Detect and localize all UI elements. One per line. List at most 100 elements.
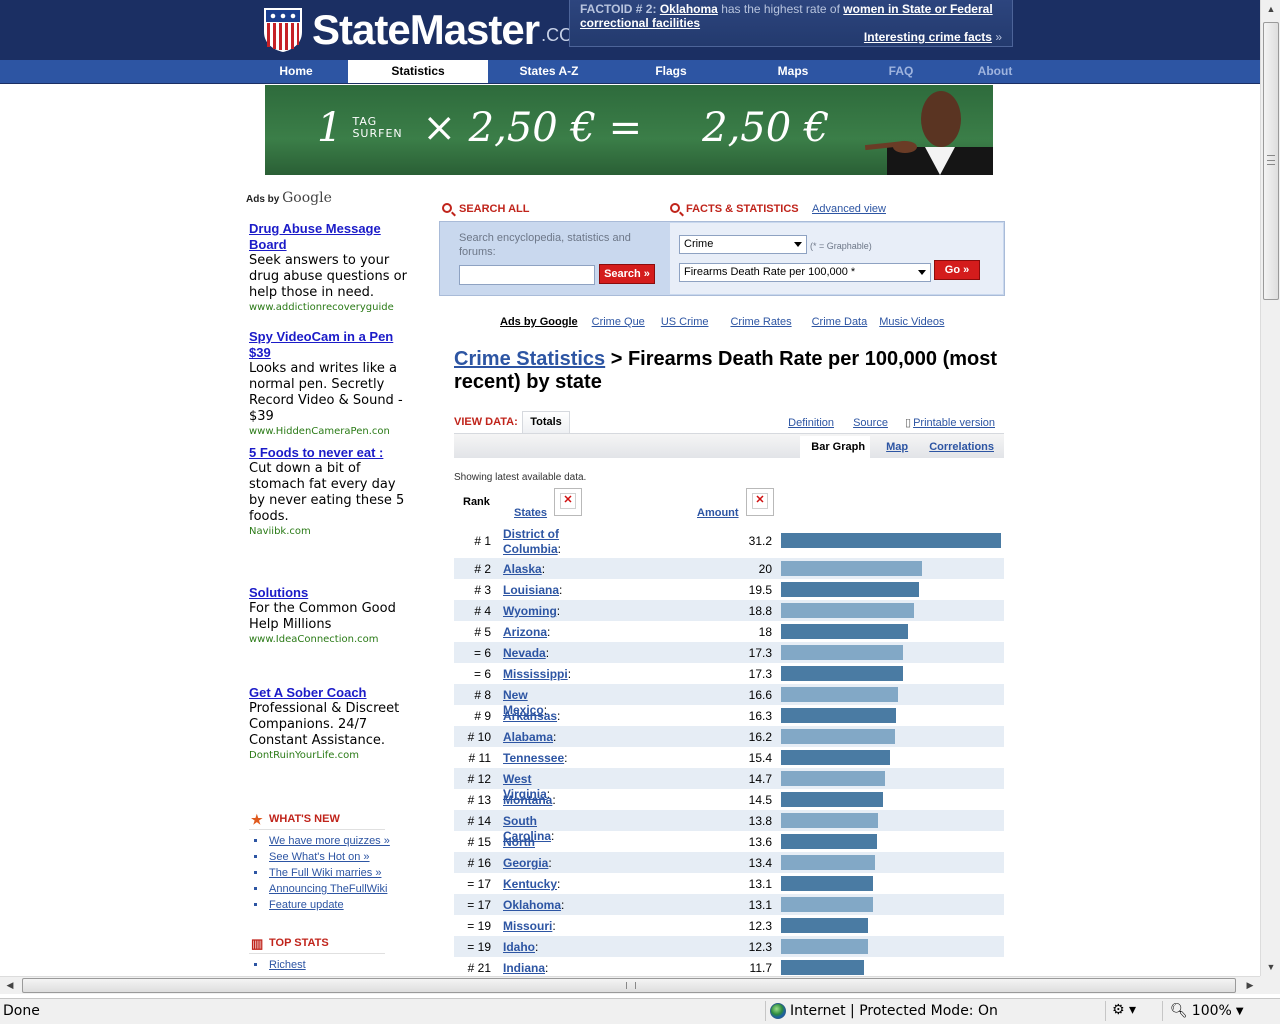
table-row: = 6 Mississippi: 17.3 [454, 663, 1004, 684]
sidebar-ad[interactable]: Spy VideoCam in a Pen $39 Looks and writ… [249, 329, 409, 439]
state-link[interactable]: South Carolina [503, 814, 552, 843]
tab-totals[interactable]: Totals [522, 411, 570, 433]
scroll-left-icon[interactable]: ◀ [6, 980, 14, 990]
whats-new-link[interactable]: The Full Wiki marries » [269, 867, 382, 879]
horizontal-scrollbar[interactable]: ◀ ▶ [0, 976, 1260, 994]
ad-title[interactable]: Spy VideoCam in a Pen $39 [249, 329, 394, 360]
view-map[interactable]: Map [886, 441, 909, 453]
ad-url[interactable]: www.addictionrecoveryguide [249, 302, 394, 313]
state-link[interactable]: Arizona [503, 625, 548, 639]
view-bar-graph[interactable]: Bar Graph [811, 441, 866, 453]
rank-cell: # 8 [474, 688, 491, 702]
scroll-down-icon[interactable]: ▼ [1266, 962, 1276, 972]
statistic-select[interactable]: Firearms Death Rate per 100,000 * [679, 263, 931, 282]
security-zone[interactable]: Internet | Protected Mode: On [770, 1003, 998, 1019]
top-stats-link[interactable]: Richest [269, 959, 306, 971]
state-link[interactable]: Wyoming [503, 604, 557, 618]
state-link[interactable]: West Virginia [503, 772, 547, 801]
vertical-scroll-thumb[interactable] [1263, 22, 1279, 300]
sidebar-ad[interactable]: Get A Sober Coach Professional & Discree… [249, 685, 409, 763]
definition-link[interactable]: Definition [788, 417, 835, 429]
state-link[interactable]: Alabama [503, 730, 554, 744]
scroll-right-icon[interactable]: ▶ [1246, 980, 1254, 990]
ad-link[interactable]: US Crime [660, 316, 709, 328]
state-link[interactable]: New Mexico [503, 688, 544, 717]
state-link[interactable]: Kentucky [503, 877, 558, 891]
protected-mode-icon[interactable]: ⚙ ▾ [1112, 1002, 1137, 1018]
factoid-topic-link[interactable]: women in State or Federal correctional f… [580, 2, 993, 30]
state-link[interactable]: Alaska [503, 562, 542, 576]
whats-new-link[interactable]: Feature update [269, 899, 344, 911]
state-link[interactable]: Louisiana [503, 583, 560, 597]
interesting-crime-facts-link[interactable]: Interesting crime facts [863, 30, 992, 44]
printable-version-link[interactable]: Printable version [913, 417, 995, 429]
tab-maps[interactable]: Maps [777, 64, 809, 78]
state-link[interactable]: Indiana [503, 961, 546, 975]
tab-faq[interactable]: FAQ [888, 64, 914, 78]
state-link[interactable]: District of Columbia [503, 527, 560, 556]
rank-column-header: Rank [463, 496, 490, 508]
advanced-view-link[interactable]: Advanced view [812, 203, 886, 215]
factoid-state-link[interactable]: Oklahoma [659, 2, 718, 16]
table-row: = 6 Nevada: 17.3 [454, 642, 1004, 663]
site-logo[interactable]: StateMaster .COM [262, 6, 588, 52]
table-row: = 17 Oklahoma: 13.1 [454, 894, 1004, 915]
bar-mark [781, 939, 868, 954]
vertical-scrollbar[interactable]: ▲ ▼ [1260, 0, 1280, 976]
state-cell: New Mexico: [503, 688, 548, 717]
go-button[interactable]: Go » [934, 260, 980, 280]
ad-link[interactable]: Crime Data [811, 316, 868, 328]
ad-link[interactable]: Crime Que [591, 316, 645, 328]
ad-link[interactable]: Crime Rates [730, 316, 792, 328]
category-select[interactable]: Crime [679, 235, 807, 254]
banner-ad[interactable]: 1 TAG SURFEN × 2,50 € = 2,50 € [265, 85, 993, 175]
states-column-header[interactable]: States [514, 507, 548, 519]
ad-title[interactable]: Get A Sober Coach [249, 685, 367, 700]
sidebar-ad[interactable]: Solutions For the Common Good Help Milli… [249, 585, 409, 647]
bar-mark [781, 897, 873, 912]
tab-home[interactable]: Home [279, 64, 313, 78]
amount-column-header[interactable]: Amount [697, 507, 739, 519]
whats-new-link[interactable]: See What's Hot on » [269, 851, 370, 863]
state-link[interactable]: Idaho [503, 940, 535, 954]
state-link[interactable]: Arkansas [503, 709, 558, 723]
state-link[interactable]: Tennessee [503, 751, 565, 765]
ad-title[interactable]: Solutions [249, 585, 309, 600]
view-correlations[interactable]: Correlations [929, 441, 994, 453]
search-button[interactable]: Search » [599, 264, 655, 284]
ad-url[interactable]: www.HiddenCameraPen.con [249, 426, 390, 437]
ad-link[interactable]: Music Videos [879, 316, 945, 328]
ad-url[interactable]: www.IdeaConnection.com [249, 634, 379, 645]
bar-mark [781, 771, 885, 786]
ad-url[interactable]: Naviibk.com [249, 526, 311, 537]
breadcrumb-crime-statistics[interactable]: Crime Statistics [454, 348, 606, 370]
sidebar-ad[interactable]: Drug Abuse Message Board Seek answers to… [249, 221, 409, 315]
page-title: Crime Statistics > Firearms Death Rate p… [454, 348, 1004, 394]
state-link[interactable]: Missouri [503, 919, 553, 933]
tab-flags[interactable]: Flags [655, 64, 687, 78]
ad-title[interactable]: 5 Foods to never eat : [249, 445, 384, 460]
whats-new-heading: ★ WHAT'S NEW [249, 810, 385, 830]
ad-description: Cut down a bit of stomach fat every day … [249, 461, 405, 524]
state-link[interactable]: Mississippi [503, 667, 568, 681]
zoom-control[interactable]: 🔍︎ 100% ▼ [1170, 1003, 1244, 1019]
search-input[interactable] [459, 265, 595, 285]
table-row: # 8 New Mexico: 16.6 [454, 684, 1004, 717]
tab-statistics[interactable]: Statistics [348, 60, 488, 83]
list-item: The Full Wiki marries » [254, 865, 390, 881]
ad-url[interactable]: DontRuinYourLife.com [249, 750, 359, 761]
whats-new-link[interactable]: We have more quizzes » [269, 835, 390, 847]
state-link[interactable]: Oklahoma [503, 898, 562, 912]
bar-mark [781, 582, 919, 597]
tab-states-a-z[interactable]: States A-Z [519, 64, 579, 78]
tab-about[interactable]: About [977, 64, 1013, 78]
source-link[interactable]: Source [853, 417, 888, 429]
state-link[interactable]: Nevada [503, 646, 546, 660]
ad-title[interactable]: Drug Abuse Message Board [249, 221, 381, 252]
scroll-up-icon[interactable]: ▲ [1266, 4, 1276, 14]
state-link[interactable]: Georgia [503, 856, 549, 870]
state-link[interactable]: Montana [503, 793, 553, 807]
horizontal-scroll-thumb[interactable] [22, 978, 1236, 993]
sidebar-ad[interactable]: 5 Foods to never eat : Cut down a bit of… [249, 445, 409, 539]
whats-new-link[interactable]: Announcing TheFullWiki [269, 883, 388, 895]
